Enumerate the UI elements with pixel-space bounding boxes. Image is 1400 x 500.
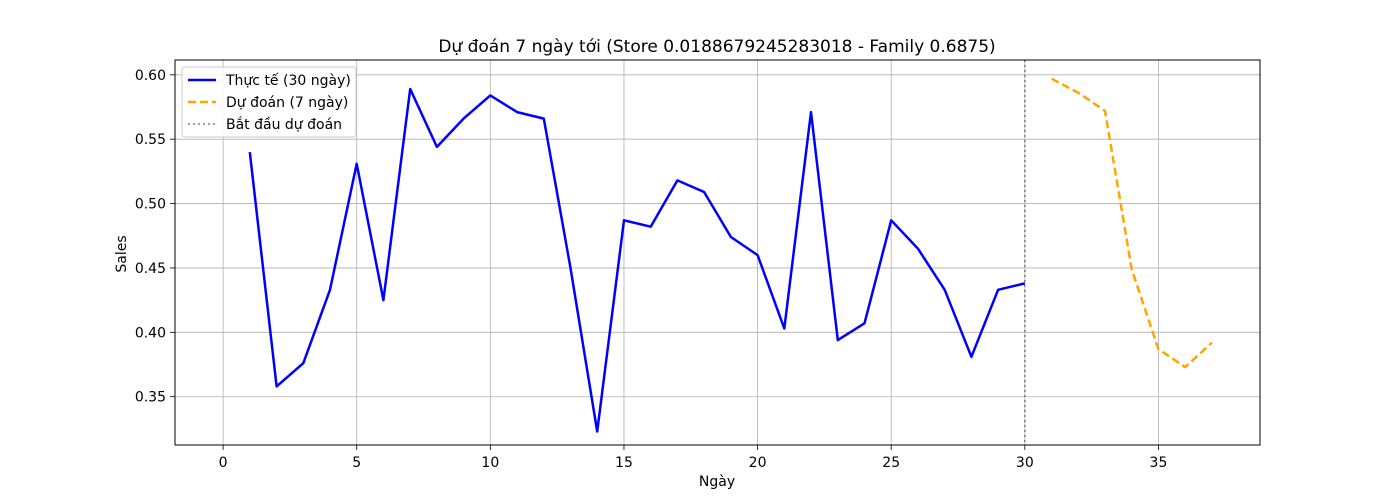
x-tick-label: 15: [615, 455, 633, 471]
x-tick-label: 0: [219, 455, 228, 471]
x-tick-label: 30: [1016, 455, 1034, 471]
actual-series-line: [248, 87, 1026, 433]
forecast-series-line: [1051, 77, 1213, 369]
y-tick-label: 0.40: [135, 325, 166, 341]
y-tick-label: 0.50: [135, 197, 166, 213]
x-axis-label: Ngày: [699, 474, 735, 490]
legend-item-forecast-label: Dự đoán (7 ngày): [226, 95, 348, 111]
chart-title: Dự đoán 7 ngày tới (Store 0.018867924528…: [438, 37, 995, 57]
y-tick-label: 0.55: [135, 132, 166, 148]
x-tick-label: 35: [1150, 455, 1168, 471]
y-axis: 0.35 0.40 0.45 0.50 0.55 0.60: [135, 68, 175, 406]
x-tick-label: 20: [749, 455, 767, 471]
x-tick-label: 10: [481, 455, 499, 471]
legend-box: [181, 66, 357, 138]
y-tick-label: 0.35: [135, 390, 166, 406]
y-tick-label: 0.60: [135, 68, 166, 84]
plot-frame: [174, 59, 1261, 446]
y-axis-label: Sales: [114, 235, 130, 272]
y-tick-label: 0.45: [135, 261, 166, 277]
x-tick-label: 25: [882, 455, 900, 471]
legend: Thực tế (30 ngày) Dự đoán (7 ngày) Bắt đầu…: [181, 66, 357, 138]
legend-item-actual-label: Thực tế (30 ngày): [225, 72, 351, 89]
x-axis: 0 5 10 15 20 25 30 35: [219, 445, 1168, 471]
series-layer: [248, 60, 1213, 445]
x-tick-label: 5: [352, 455, 361, 471]
legend-item-forecast-start-label: Bắt đầu dự đoán: [226, 116, 342, 133]
